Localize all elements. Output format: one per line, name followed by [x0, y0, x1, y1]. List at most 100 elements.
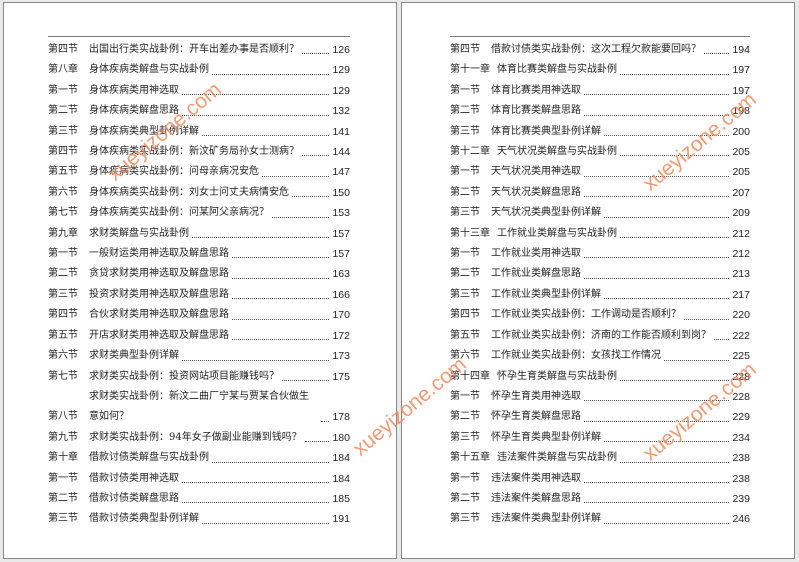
page-number: 205 — [732, 166, 750, 179]
toc-entry: 第二节 天气状况类解盘思路 207 — [450, 183, 750, 203]
entry-title: 体育比赛类解盘思路 — [491, 105, 581, 117]
entry-title: 工作就业类实战卦例：济南的工作能否顺利到岗？ — [491, 329, 711, 341]
dot-leader — [584, 257, 730, 259]
entry-title: 开店求财类用神选取及解盘思路 — [89, 329, 229, 341]
dot-leader — [212, 461, 330, 463]
entry-title: 怀孕生育类用神选取 — [491, 390, 581, 402]
toc-list: 第四节 借款讨债类实战卦例：这次工程欠款能要回吗？ 194 第十一章 体育比赛类解盘与实… — [450, 40, 750, 530]
dot-leader — [620, 379, 730, 381]
page-number: 129 — [332, 64, 350, 77]
dot-leader — [604, 522, 730, 524]
entry-label: 第十五章 — [450, 452, 490, 464]
toc-entry: 第十章 借款讨债类解盘与实战卦例 184 — [48, 448, 350, 468]
dot-leader — [584, 175, 730, 177]
dot-leader — [232, 318, 330, 320]
entry-label: 第八节 — [48, 411, 78, 423]
toc-entry: 第八章 身体疾病类解盘与实战卦例 129 — [48, 60, 350, 80]
page-number: 194 — [732, 44, 750, 56]
dot-leader — [584, 114, 730, 116]
page-number: 157 — [332, 248, 350, 261]
entry-label: 第九章 — [48, 227, 78, 239]
entry-title: 借款讨债类解盘思路 — [89, 492, 179, 504]
dot-leader — [664, 359, 730, 361]
entry-label: 第二节 — [450, 492, 480, 504]
dot-leader — [182, 114, 330, 116]
dot-leader — [714, 339, 730, 341]
page-number: 228 — [732, 390, 750, 403]
dot-leader — [604, 135, 730, 137]
entry-label: 第一节 — [450, 84, 480, 96]
entry-title: 借款讨债类实战卦例：这次工程欠款能要回吗？ — [491, 44, 701, 55]
dot-leader — [282, 379, 330, 381]
dot-leader — [584, 502, 730, 504]
page-number: 222 — [732, 329, 750, 342]
entry-label: 第八章 — [48, 64, 78, 76]
entry-title: 身体疾病类实战卦例：新汶矿务局孙女士测病？ — [89, 146, 299, 158]
dot-leader — [584, 420, 730, 422]
page-number: 144 — [332, 146, 350, 159]
entry-label: 第二节 — [450, 411, 480, 423]
entry-title: 借款讨债类解盘与实战卦例 — [89, 452, 209, 464]
toc-entry: 第五节 开店求财类用神选取及解盘思路 172 — [48, 326, 350, 346]
dot-leader — [684, 318, 730, 320]
toc-entry: 第三节 投资求财类用神选取及解盘思路 166 — [48, 285, 350, 305]
entry-title: 怀孕生育类解盘思路 — [491, 411, 581, 423]
page-number: 198 — [732, 105, 750, 118]
entry-label: 第五节 — [48, 329, 78, 341]
page-number: 238 — [732, 452, 750, 465]
right-page: 第四节 借款讨债类实战卦例：这次工程欠款能要回吗？ 194 第十一章 体育比赛类解盘与实… — [401, 2, 795, 559]
entry-label: 第二节 — [48, 492, 78, 504]
dot-leader — [302, 155, 330, 157]
toc-entry: 第二节 体育比赛类解盘思路 198 — [450, 101, 750, 121]
entry-title: 体育比赛类解盘与实战卦例 — [497, 64, 617, 76]
toc-entry: 第一节 天气状况类用神选取 205 — [450, 162, 750, 182]
dot-leader — [182, 481, 330, 483]
dot-leader — [182, 359, 330, 361]
toc-entry: 第三节 天气状况类典型卦例详解 209 — [450, 203, 750, 223]
dot-leader — [232, 277, 330, 279]
entry-title: 身体疾病类解盘思路 — [89, 105, 179, 117]
entry-title: 违法案件类解盘思路 — [491, 492, 581, 504]
page-number: 147 — [332, 166, 350, 179]
toc-entry: 第十四章 怀孕生育类解盘与实战卦例 228 — [450, 367, 750, 387]
toc-entry: 第三节 身体疾病类典型卦例详解 141 — [48, 122, 350, 142]
entry-title: 体育比赛类典型卦例详解 — [491, 125, 601, 137]
toc-entry: 第四节 工作就业类实战卦例：工作调动是否顺利？ 220 — [450, 305, 750, 325]
entry-label: 第六节 — [48, 350, 78, 362]
toc-entry: 第六节 工作就业类实战卦例：女孩找工作情况 225 — [450, 346, 750, 366]
entry-label: 第十四章 — [450, 370, 490, 382]
entry-label: 第二节 — [450, 186, 480, 198]
dot-leader — [202, 522, 330, 524]
entry-title: 工作就业类实战卦例：工作调动是否顺利？ — [491, 309, 681, 321]
entry-title: 一般财运类用神选取及解盘思路 — [89, 248, 229, 260]
toc-entry: 第一节 体育比赛类用神选取 197 — [450, 81, 750, 101]
toc-entry: 第三节 借款讨债类典型卦例详解 191 — [48, 509, 350, 529]
entry-label: 第一节 — [450, 390, 480, 402]
dot-leader — [604, 441, 730, 443]
toc-entry: 第三节 工作就业类典型卦例详解 217 — [450, 285, 750, 305]
entry-title: 身体疾病类解盘与实战卦例 — [89, 64, 209, 76]
page-number: 191 — [332, 513, 350, 526]
entry-title: 工作就业类实战卦例：女孩找工作情况 — [491, 350, 661, 362]
dot-leader — [584, 277, 730, 279]
entry-title: 投资求财类用神选取及解盘思路 — [89, 288, 229, 300]
entry-title: 求财类实战卦例：新汶二曲厂宁某与贾某合伙做生意如何？ — [89, 390, 309, 423]
page-number: 239 — [732, 492, 750, 505]
entry-label: 第十三章 — [450, 227, 490, 239]
page-number: 212 — [732, 227, 750, 240]
toc-entry: 第二节 身体疾病类解盘思路 132 — [48, 101, 350, 121]
entry-title: 求财类解盘与实战卦例 — [89, 227, 189, 239]
dot-leader — [604, 298, 730, 300]
dot-leader — [584, 400, 730, 402]
toc-entry: 第三节 怀孕生育类典型卦例详解 234 — [450, 428, 750, 448]
page-number: 246 — [732, 513, 750, 526]
dot-leader — [584, 94, 730, 96]
toc-entry: 第一节 怀孕生育类用神选取 228 — [450, 387, 750, 407]
toc-entry: 第四节 身体疾病类实战卦例：新汶矿务局孙女士测病？ 144 — [48, 142, 350, 162]
entry-title: 工作就业类解盘思路 — [491, 268, 581, 280]
toc-entry: 第一节 借款讨债类用神选取 184 — [48, 469, 350, 489]
toc-entry: 第十五章 违法案件类解盘与实战卦例 238 — [450, 448, 750, 468]
page-number: 228 — [732, 370, 750, 383]
dot-leader — [321, 420, 330, 422]
